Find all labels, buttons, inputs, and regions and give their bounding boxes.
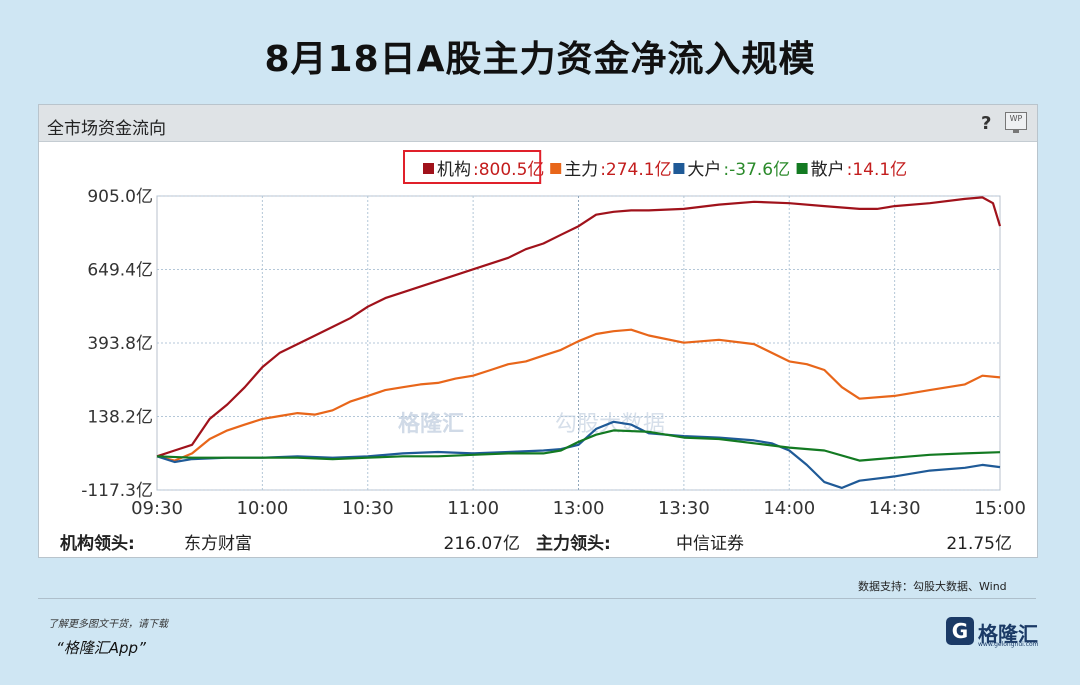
chart-legend: 机构:800.5亿 主力:274.1亿 大户:-37.6亿 散户:14.1亿 [403,150,908,184]
leader-row: 机构领头: 东方财富 216.07亿 主力领头: 中信证券 21.75亿 [60,533,1012,554]
y-tick-label: 649.4亿 [87,261,153,281]
x-tick-label: 15:00 [974,498,1026,519]
legend-swatch [673,163,685,174]
legend-value: :274.1亿 [600,160,671,180]
y-tick-label: 905.0亿 [87,187,153,207]
legend-name: 散户 [811,160,845,180]
panel-header: 全市场资金流向 ? WP [39,105,1037,142]
main-leader-stock: 中信证券 [676,534,744,554]
x-tick-label: 13:30 [658,498,710,519]
y-tick-label: -117.3亿 [81,481,153,501]
main-leader-label: 主力领头: [536,533,611,554]
x-tick-label: 10:30 [342,498,394,519]
legend-name: 主力 [564,160,598,180]
y-tick-label: 393.8亿 [87,334,153,354]
x-tick-labels: 09:30 10:00 10:30 11:00 13:00 13:30 14:00 14:30… [131,498,1026,519]
series-line-机构 [156,196,1002,458]
main-leader-value: 21.75亿 [946,534,1012,554]
x-tick-label: 13:00 [553,498,605,519]
flow-chart: 905.0亿 649.4亿 393.8亿 138.2亿 -117.3亿 09:30 10:… [60,150,1026,554]
legend-swatch [550,163,562,174]
brand-url: www.gelonghui.com [978,641,1039,648]
brand-mark-icon: G [946,617,974,645]
x-tick-label: 11:00 [447,498,499,519]
promo-line: 了解更多图文干货，请下载 [48,619,168,630]
y-tick-labels: 905.0亿 649.4亿 393.8亿 138.2亿 -117.3亿 [81,187,153,501]
series-line-大户 [156,420,1001,489]
panel-title: 全市场资金流向 [47,119,166,139]
wp-screen-icon[interactable]: WP [1005,112,1027,133]
legend-swatch [796,163,808,174]
chart-series [156,196,1002,489]
x-tick-label: 10:00 [236,498,288,519]
x-tick-label: 14:30 [869,498,921,519]
inst-leader-stock: 东方财富 [184,534,252,554]
y-tick-label: 138.2亿 [87,408,153,428]
legend-swatch [423,163,434,174]
series-line-主力 [156,328,1001,462]
inst-leader-label: 机构领头: [60,533,135,554]
page-headline: 8月18日A股主力资金净流入规模 [264,39,816,80]
legend-highlight-box [403,150,542,184]
series-line-散户 [156,429,1001,462]
legend-value: :-37.6亿 [723,160,790,180]
brand-name: 格隆汇 [978,622,1038,646]
promo-app: “格隆汇App” [56,639,146,657]
x-tick-label: 09:30 [131,498,183,519]
legend-value: :800.5亿 [473,160,544,180]
help-icon[interactable]: ? [981,113,992,134]
legend-value: :14.1亿 [847,160,908,180]
chart-panel: 全市场资金流向 ? WP [38,104,1038,558]
legend-name: 机构 [437,160,471,180]
chart-grid [156,195,1001,491]
brand-logo: G 格隆汇 www.gelonghui.com [946,617,1046,653]
data-source: 数据支持：勾股大数据、Wind [858,580,1007,593]
x-tick-label: 14:00 [763,498,815,519]
footer-divider [38,598,1036,599]
inst-leader-value: 216.07亿 [444,534,520,554]
legend-name: 大户 [687,160,721,180]
